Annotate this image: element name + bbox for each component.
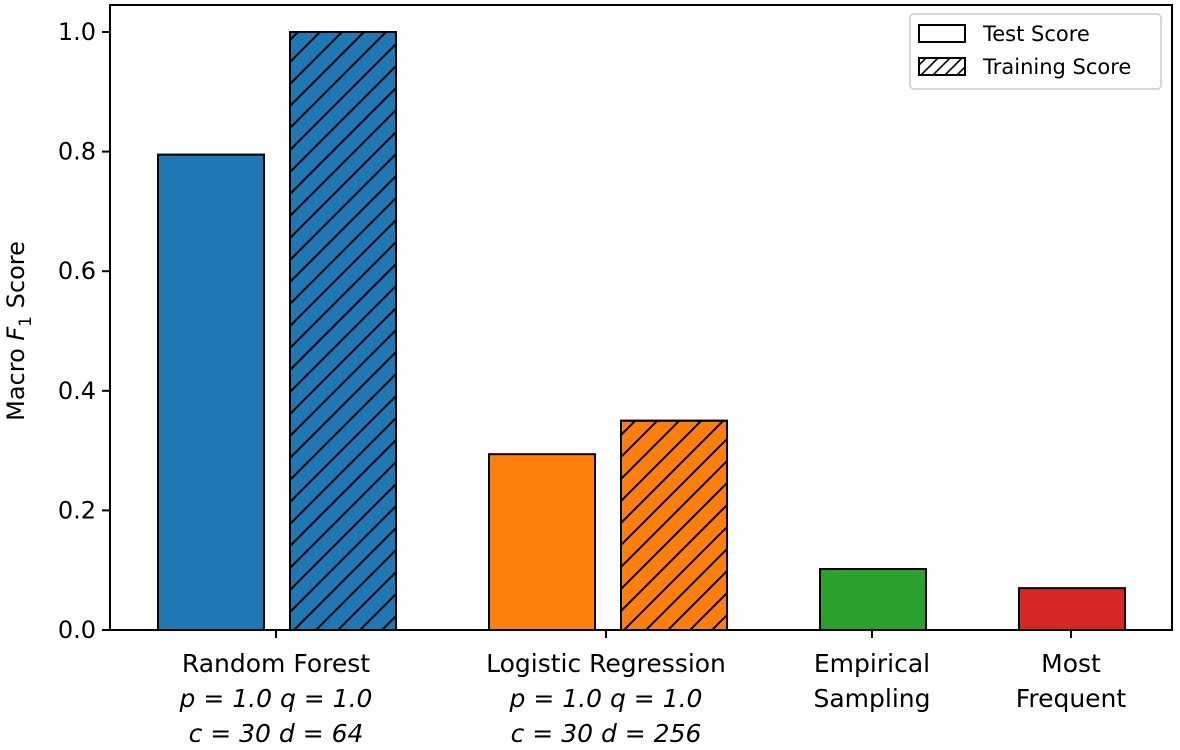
category-label-line2: Frequent	[1016, 684, 1127, 713]
bar-3-0	[1018, 587, 1126, 632]
bar-hatch-1-1	[620, 419, 728, 632]
x-axis-category-labels: Random Forest p = 1.0 q = 1.0 c = 30 d = 6…	[179, 630, 1127, 748]
y-tick-label: 0.0	[58, 616, 96, 644]
category-label-line3: c = 30 d = 64	[189, 719, 364, 748]
y-tick-label: 0.8	[58, 138, 96, 166]
bar-hatch-0-1	[289, 31, 397, 631]
category-label-line2: p = 1.0 q = 1.0	[509, 684, 703, 713]
y-axis-label-subscript: 1	[16, 316, 36, 327]
legend-label: Training Score	[982, 55, 1131, 79]
bar-0-0	[157, 153, 265, 631]
y-axis-label-suffix: Score	[2, 241, 30, 316]
y-tick-label: 0.4	[58, 377, 96, 405]
y-axis-label: Macro F1 Score	[2, 241, 36, 421]
y-axis-label-prefix: Macro	[2, 341, 30, 421]
legend-label: Test Score	[982, 22, 1090, 46]
category-label-line3: c = 30 d = 256	[511, 719, 702, 748]
bars-layer	[157, 31, 1126, 632]
category-label-line1: Random Forest	[182, 649, 370, 678]
legend-swatch	[918, 24, 966, 43]
y-tick-label: 1.0	[58, 18, 96, 46]
category-label-line1: Empirical	[814, 649, 930, 678]
category-label-line1: Most	[1041, 649, 1101, 678]
legend-swatch-hatch	[918, 57, 966, 76]
legend-box	[909, 13, 1162, 90]
category-label-line1: Logistic Regression	[486, 649, 726, 678]
category-label-line2: p = 1.0 q = 1.0	[179, 684, 373, 713]
y-axis-ticks: 0.0 0.2 0.4 0.6 0.8 1.0	[58, 18, 110, 644]
plot-frame	[109, 4, 1173, 631]
bar-2-0	[819, 568, 927, 632]
category-label-line2: Sampling	[813, 684, 930, 713]
y-axis-label-variable: F	[2, 326, 30, 341]
y-tick-label: 0.2	[58, 496, 96, 524]
legend: Test Score Training Score	[909, 13, 1162, 90]
y-tick-label: 0.6	[58, 257, 96, 285]
bar-1-0	[488, 453, 596, 631]
